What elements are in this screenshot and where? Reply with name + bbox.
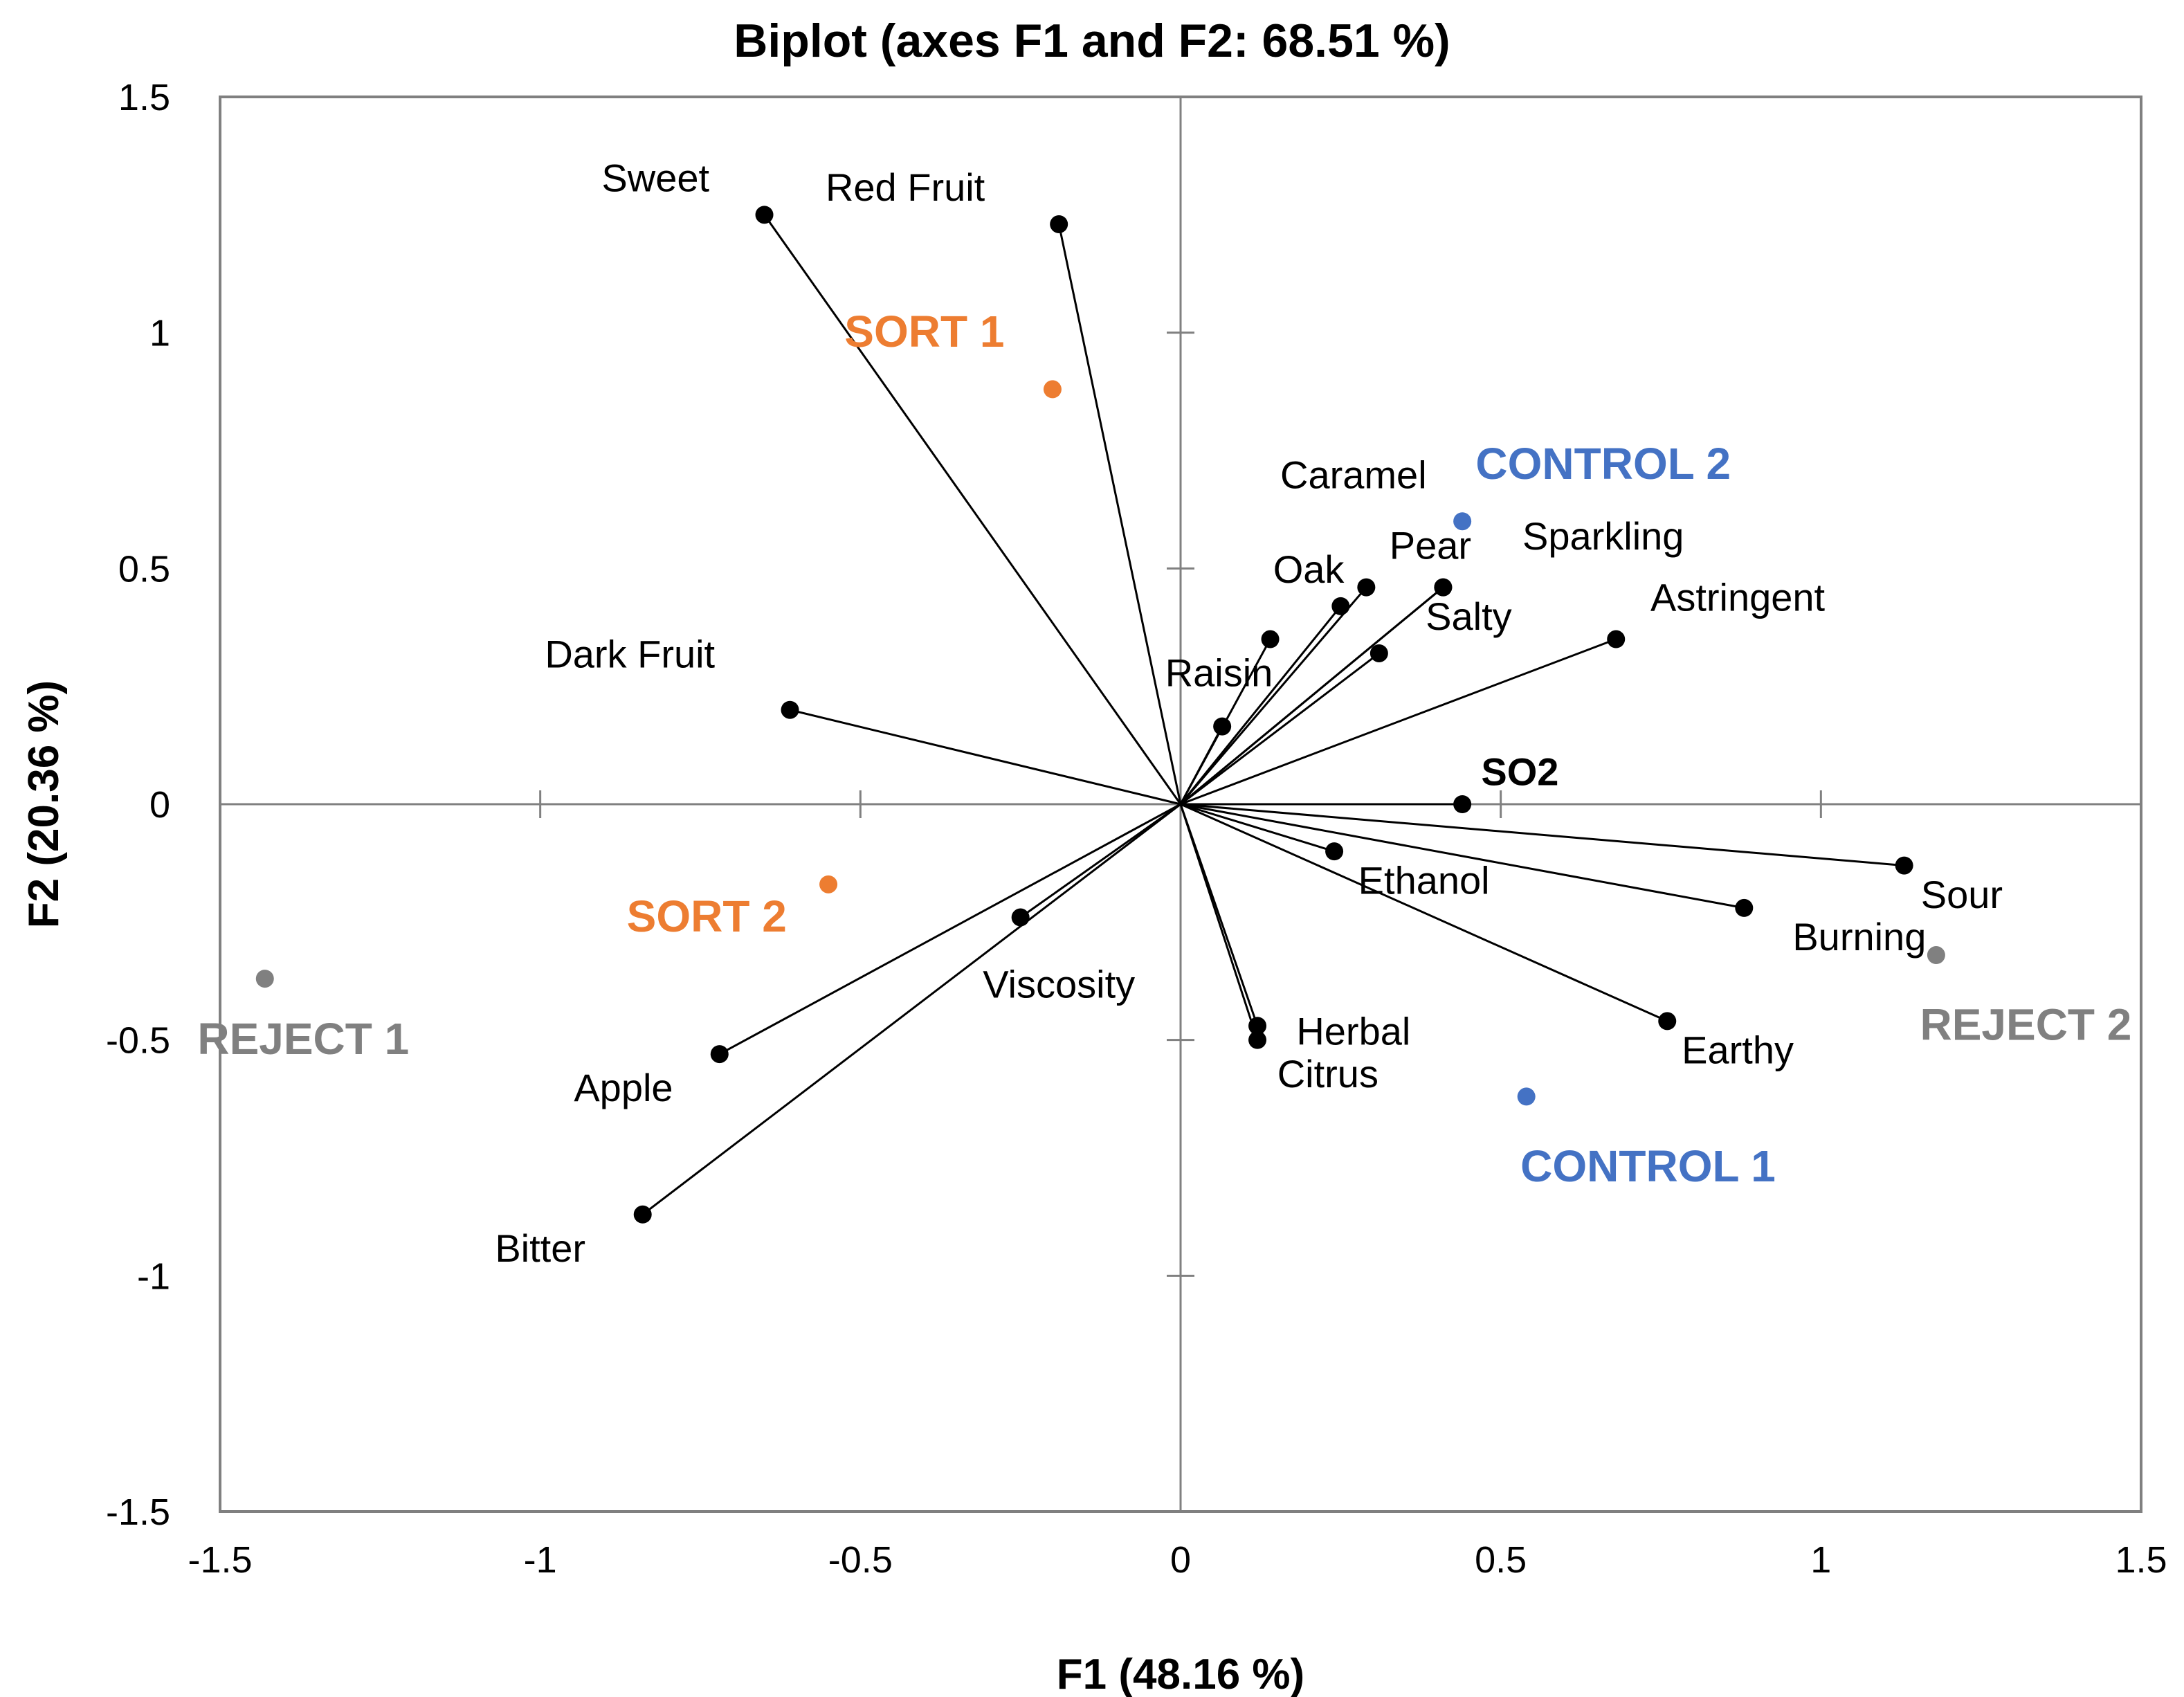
label-sparkling: Sparkling [1522,514,1684,558]
label-bitter: Bitter [495,1226,585,1270]
obs-point-sort-1 [1043,380,1062,399]
x-tick-label: -0.5 [828,1539,893,1581]
x-tick-label: 0 [1170,1539,1191,1581]
vector-sour [1180,803,1904,867]
obs-point-control-2 [1453,512,1472,531]
x-tick-label: 1.5 [2115,1539,2167,1581]
point-viscosity [1011,908,1030,927]
label-so2: SO2 [1481,750,1558,794]
vector-ethanol [1180,803,1335,853]
label-ethanol: Ethanol [1358,858,1490,902]
y-tick-label: 1.5 [118,77,170,118]
y-axis-label: F2 (20.36 %) [20,680,68,928]
point-dark-fruit [781,700,799,719]
obs-label-reject-2: REJECT 2 [1920,1000,2132,1050]
label-dark-fruit: Dark Fruit [545,632,715,675]
vector-viscosity [1019,803,1181,918]
obs-point-reject-2 [1927,946,1945,965]
point-bitter [633,1205,652,1224]
y-tick-label: 1 [149,313,170,354]
vector-citrus [1179,804,1259,1041]
observations: SORT 1 SORT 2 CONTROL 2 CONTROL 1 REJECT 1 RE… [197,307,2131,1191]
label-red-fruit: Red Fruit [826,165,985,209]
variable-vectors [641,214,1904,1215]
vector-bitter [641,803,1181,1215]
vector-sparkling [1180,586,1444,806]
vector-red-fruit [1057,224,1182,805]
label-astringent: Astringent [1650,576,1826,619]
label-salty: Salty [1426,595,1512,638]
x-axis-label: F1 (48.16 %) [1057,1651,1304,1697]
obs-label-control-1: CONTROL 1 [1520,1141,1776,1191]
vector-oak [1179,605,1342,805]
point-raisin-2 [1213,717,1232,736]
obs-point-reject-1 [255,970,274,988]
label-herbal: Herbal [1296,1009,1410,1053]
point-apple [710,1045,729,1064]
point-so2 [1453,795,1472,813]
label-sour: Sour [1921,873,2003,916]
point-caramel [1357,578,1376,597]
label-citrus: Citrus [1277,1052,1378,1096]
obs-label-control-2: CONTROL 2 [1475,439,1731,489]
y-tick-label: -1.5 [106,1491,170,1533]
point-oak [1331,597,1350,615]
x-tick-label: 1 [1810,1539,1831,1581]
point-burning [1735,898,1754,917]
label-earthy: Earthy [1682,1028,1794,1072]
y-tick-label: -1 [137,1255,170,1297]
point-citrus [1248,1031,1267,1049]
x-tick-label: -1.5 [188,1539,252,1581]
vector-apple [719,803,1181,1055]
obs-label-sort-2: SORT 2 [627,891,787,941]
vector-caramel [1179,586,1367,805]
vector-burning [1180,803,1745,909]
point-sparkling [1434,578,1453,597]
variable-labels: Sweet Red Fruit Caramel Pear Oak SparklingSal… [495,156,2003,1270]
point-ethanol [1325,842,1344,861]
obs-point-sort-2 [819,875,838,893]
y-tick-label: 0.5 [118,548,170,590]
point-red-fruit [1050,215,1068,233]
variable-points [633,206,1913,1224]
point-herbal [1248,1017,1267,1035]
vector-sweet [763,214,1182,805]
label-oak: Oak [1273,547,1345,591]
label-sweet: Sweet [601,156,709,199]
point-salty [1369,644,1388,662]
label-burning: Burning [1792,915,1926,959]
vector-astringent [1180,638,1617,806]
tick-labels: -1.5 -1 -0.5 0 0.5 1 1.5 -1.5 -1 -0.5 0 0.5 1 1.5 [106,77,2167,1581]
y-tick-label: -0.5 [106,1020,170,1062]
vector-dark-fruit [790,709,1181,806]
point-astringent [1607,630,1626,648]
y-tick-label: 0 [149,784,170,826]
label-viscosity: Viscosity [983,962,1135,1006]
x-tick-label: -1 [524,1539,557,1581]
vector-salty [1180,652,1380,806]
point-raisin [1261,630,1280,648]
vector-earthy [1180,803,1668,1022]
obs-point-control-1 [1517,1087,1536,1106]
chart-title: Biplot (axes F1 and F2: 68.51 %) [734,15,1450,67]
label-apple: Apple [574,1066,673,1109]
label-caramel: Caramel [1280,453,1427,497]
vector-raisin-2 [1179,725,1223,805]
obs-label-sort-1: SORT 1 [844,307,1004,356]
label-raisin: Raisin [1165,651,1273,695]
point-earthy [1658,1012,1677,1031]
point-sour [1895,856,1913,875]
obs-label-reject-1: REJECT 1 [197,1014,409,1064]
label-pear: Pear [1390,524,1471,568]
x-tick-label: 0.5 [1475,1539,1527,1581]
point-sweet [755,206,774,224]
